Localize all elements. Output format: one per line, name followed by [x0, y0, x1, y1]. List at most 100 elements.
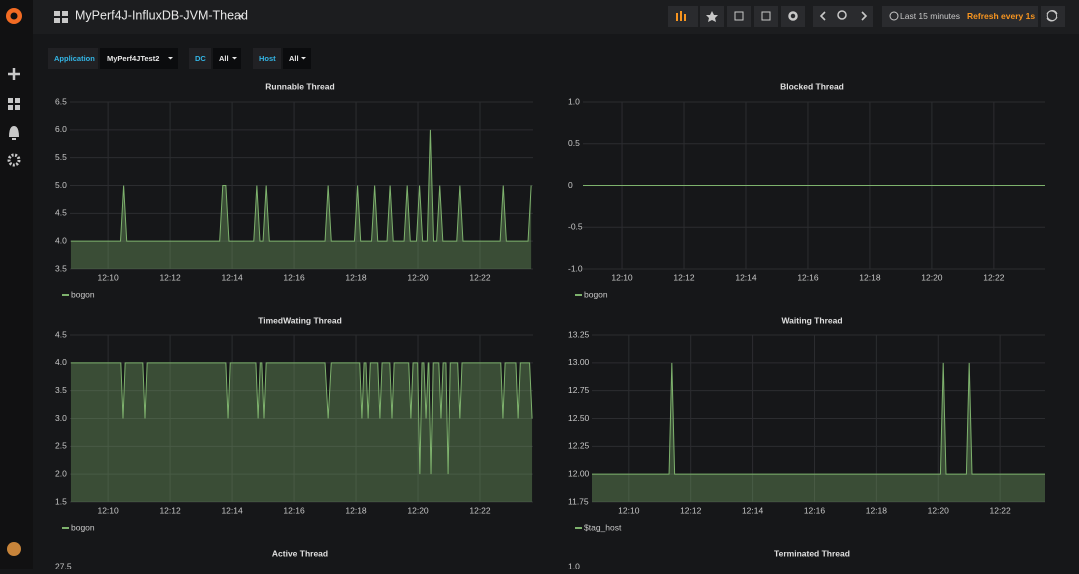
x-tick-label: 12:16 — [797, 272, 819, 282]
zoom-controls[interactable] — [813, 6, 873, 27]
x-tick-label: 12:10 — [618, 505, 640, 515]
x-tick-label: 12:18 — [345, 272, 367, 282]
caret — [301, 57, 306, 60]
settings-button[interactable] — [781, 6, 805, 27]
variable-label-box — [189, 48, 211, 69]
area — [592, 362, 1045, 502]
y-tick-label: 3.5 — [55, 385, 67, 395]
line — [70, 362, 533, 475]
x-tick-label: 12:16 — [283, 272, 305, 282]
y-tick-label: 11.75 — [568, 496, 589, 506]
legend-label[interactable]: bogon — [71, 289, 95, 299]
y-tick-label: 4.0 — [55, 235, 67, 245]
panel-title: Blocked Thread — [780, 81, 844, 91]
variables: Application MyPerf4JTest2 DC All Host Al… — [48, 48, 311, 69]
y-tick-label: 0.5 — [568, 138, 580, 148]
y-tick-label: 13.00 — [568, 357, 590, 367]
x-tick-label: 12:22 — [469, 505, 491, 515]
y-tick-label: 5.5 — [55, 152, 67, 162]
clock-icon — [889, 11, 899, 21]
refresh-rate[interactable]: Refresh every 1s — [967, 11, 1035, 21]
legend-label[interactable]: bogon — [71, 522, 95, 532]
settings-icon[interactable] — [7, 153, 21, 167]
logo-hole — [10, 12, 18, 20]
x-tick-label: 12:18 — [859, 272, 881, 282]
y-tick-label: 2.0 — [55, 468, 67, 478]
x-tick-label: 12:20 — [407, 272, 429, 282]
x-tick-label: 12:20 — [921, 272, 943, 282]
y-tick-label: -1.0 — [568, 263, 583, 273]
x-tick-label: 12:12 — [680, 505, 702, 515]
refresh-icon — [1046, 10, 1058, 22]
title-caret[interactable] — [238, 15, 244, 18]
gear-icon — [788, 11, 798, 21]
add-panel-icon — [676, 11, 686, 21]
y-tick-label: 1.0 — [568, 96, 580, 106]
y-tick-label: 4.0 — [55, 357, 67, 367]
time-range[interactable]: Last 15 minutes — [900, 11, 960, 21]
panel-title: TimedWating Thread — [258, 315, 342, 325]
x-tick-label: 12:14 — [735, 272, 757, 282]
x-tick-label: 12:16 — [804, 505, 826, 515]
variable-value[interactable]: All — [289, 54, 299, 63]
x-tick-label: 12:20 — [407, 505, 429, 515]
x-tick-label: 12:18 — [866, 505, 888, 515]
dashboards-icon[interactable] — [8, 98, 20, 110]
variable-value-box[interactable] — [213, 48, 241, 69]
y-tick-label: 12.50 — [568, 413, 590, 423]
variable-label-box — [48, 48, 98, 69]
panel-title: Terminated Thread — [774, 548, 850, 558]
dashboard-icon — [54, 11, 68, 23]
add-icon[interactable] — [8, 68, 20, 80]
panel-title: Waiting Thread — [781, 315, 842, 325]
panel-title: Active Thread — [272, 548, 328, 558]
x-tick-label: 12:22 — [989, 505, 1011, 515]
share-icon — [734, 11, 744, 21]
share-button[interactable] — [727, 6, 751, 27]
y-tick-label: 4.5 — [55, 208, 67, 218]
y-tick-label: 0 — [568, 180, 573, 190]
area — [70, 362, 533, 502]
y-tick-label: 2.5 — [55, 441, 67, 451]
y-tick-label: 3.5 — [55, 263, 67, 273]
x-tick-label: 12:20 — [928, 505, 950, 515]
avatar[interactable] — [7, 542, 21, 556]
variable-value[interactable]: MyPerf4JTest2 — [107, 54, 159, 63]
y-tick-label: 12.25 — [568, 441, 590, 451]
caret — [168, 57, 173, 60]
y-tick-label: 13.25 — [568, 329, 590, 339]
variable-value[interactable]: All — [219, 54, 229, 63]
dashboard-title[interactable]: MyPerf4J-InfluxDB-JVM-Thead — [75, 8, 248, 22]
variable-label: Host — [259, 54, 276, 63]
y-tick-label: 4.5 — [55, 329, 67, 339]
x-tick-label: 12:22 — [983, 272, 1005, 282]
legend-label[interactable]: $tag_host — [584, 522, 622, 532]
variable-label: DC — [195, 54, 206, 63]
variable-value-box[interactable] — [100, 48, 178, 69]
alert-icon[interactable] — [9, 126, 19, 140]
sidebar — [0, 0, 33, 569]
save-button[interactable] — [754, 6, 778, 27]
arrows — [819, 11, 868, 21]
x-tick-label: 12:10 — [611, 272, 633, 282]
time-picker[interactable] — [882, 6, 1038, 27]
y-tick-label: 6.0 — [55, 124, 67, 134]
legend-label[interactable]: bogon — [584, 289, 608, 299]
toolbar — [668, 6, 1065, 27]
y-tick-label: 1.0 — [568, 561, 580, 569]
y-tick-label: 12.00 — [568, 468, 590, 478]
y-tick-label: -0.5 — [568, 222, 583, 232]
variable-value-box[interactable] — [283, 48, 311, 69]
x-tick-label: 12:22 — [469, 272, 491, 282]
panel-title: Runnable Thread — [265, 81, 334, 91]
caret — [232, 57, 237, 60]
x-tick-label: 12:10 — [97, 272, 119, 282]
x-tick-label: 12:16 — [283, 505, 305, 515]
y-tick-label: 1.5 — [55, 496, 67, 506]
y-tick-label: 12.75 — [568, 385, 590, 395]
add-panel-button[interactable] — [668, 6, 698, 27]
x-tick-label: 12:12 — [159, 272, 181, 282]
refresh-button[interactable] — [1041, 6, 1065, 27]
zoom-icon — [837, 10, 847, 20]
